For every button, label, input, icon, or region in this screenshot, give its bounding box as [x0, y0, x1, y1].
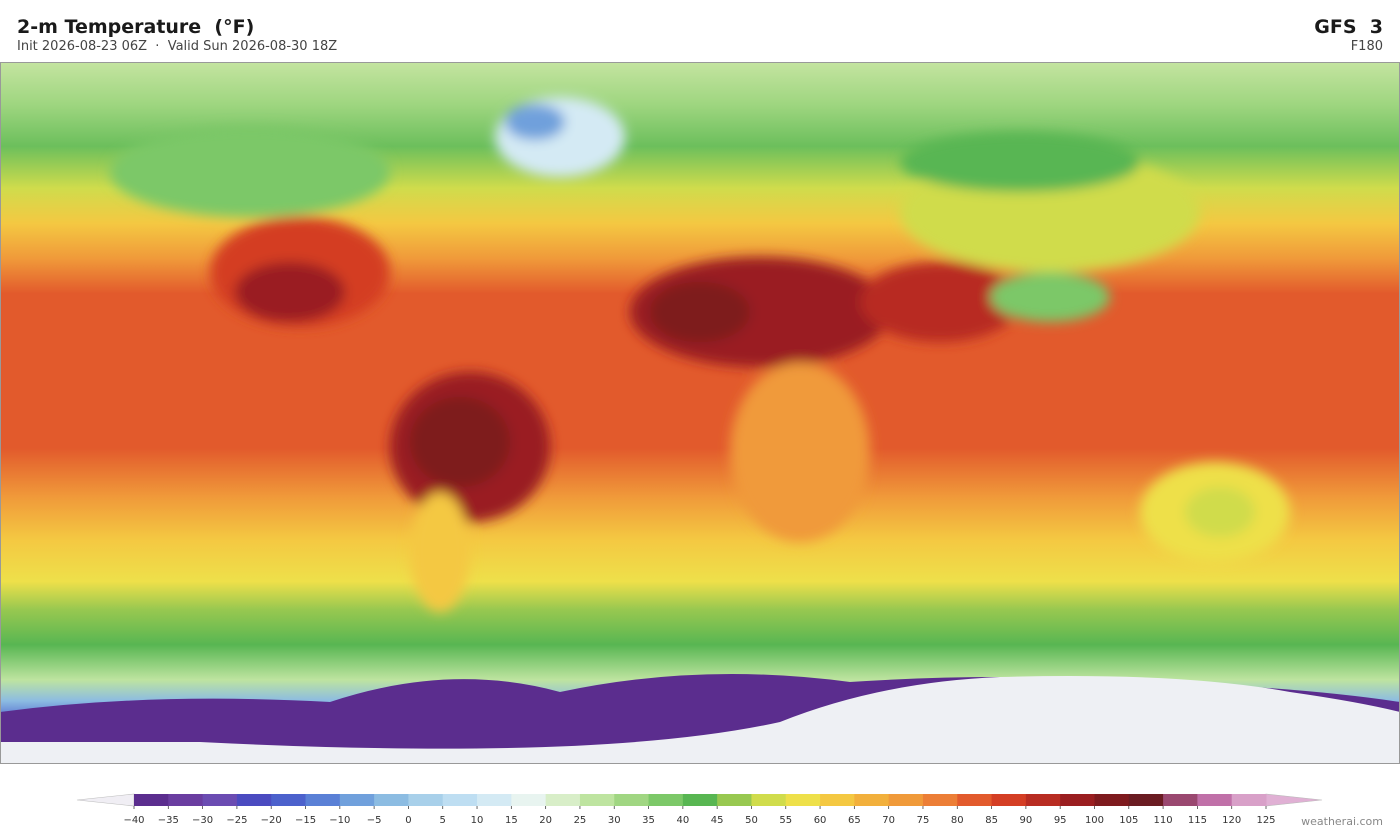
- colorbar-tick-label: −25: [226, 815, 247, 826]
- colorbar-tick-label: 120: [1222, 815, 1241, 826]
- credit: weatherai.com: [1301, 815, 1383, 828]
- colorbar-bin: [168, 794, 204, 806]
- model-name: GFS 3: [1314, 16, 1383, 38]
- colorbar-bin: [991, 794, 1027, 806]
- colorbar-bin: [442, 794, 478, 806]
- colorbar-tick-label: 50: [745, 815, 758, 826]
- colorbar-bin: [236, 794, 272, 806]
- colorbar-bin: [271, 794, 307, 806]
- colorbar-tick-label: 15: [505, 815, 518, 826]
- colorbar-tick-label: 25: [574, 815, 587, 826]
- colorbar-bin: [888, 794, 924, 806]
- colorbar-tick-label: 0: [405, 815, 411, 826]
- colorbar-bin: [854, 794, 890, 806]
- colorbar-bin: [820, 794, 855, 806]
- colorbar-bin: [511, 794, 547, 806]
- antarctica: [0, 676, 1400, 764]
- colorbar-tick-label: −20: [261, 815, 282, 826]
- colorbar-tick-label: 90: [1020, 815, 1033, 826]
- colorbar-bin: [682, 794, 718, 806]
- colorbar-bin: [134, 794, 169, 806]
- forecast-hour: F180: [1350, 39, 1383, 54]
- land-field: [110, 97, 1290, 612]
- colorbar-bin: [1163, 794, 1198, 806]
- colorbar-tick-label: −40: [123, 815, 144, 826]
- colorbar-over: [1265, 793, 1323, 807]
- subtitle: Init 2026-08-23 06Z · Valid Sun 2026-08-…: [17, 39, 338, 54]
- colorbar-tick-label: 80: [951, 815, 964, 826]
- colorbar-tick-label: 70: [882, 815, 895, 826]
- colorbar-tick-label: 10: [471, 815, 484, 826]
- colorbar-bin: [1197, 794, 1233, 806]
- colorbar-tick-label: −5: [367, 815, 382, 826]
- colorbar-bin: [785, 794, 821, 806]
- colorbar-tick-label: −15: [295, 815, 316, 826]
- colorbar-bin: [545, 794, 581, 806]
- colorbar-bin: [305, 794, 341, 806]
- colorbar: −40 −35 −30 −25 −20 −15 −10 −5 0 5 10 15 20 25 30 35 40 4…: [76, 793, 1323, 826]
- colorbar-bin: [751, 794, 787, 806]
- colorbar-tick-label: 40: [676, 815, 689, 826]
- colorbar-bin: [374, 794, 409, 806]
- title: 2-m Temperature (°F): [17, 16, 255, 38]
- colorbar-tick-label: 60: [814, 815, 827, 826]
- colorbar-tick-label: 35: [642, 815, 655, 826]
- colorbar-bin: [408, 794, 444, 806]
- colorbar-bin: [717, 794, 752, 806]
- colorbar-bin: [579, 794, 615, 806]
- colorbar-tick-label: 75: [917, 815, 930, 826]
- colorbar-tick-label: 105: [1119, 815, 1138, 826]
- temperature-map: [0, 62, 1400, 764]
- colorbar-tick-label: 95: [1054, 815, 1067, 826]
- colorbar-bin: [1231, 794, 1267, 806]
- colorbar-bin: [614, 794, 650, 806]
- colorbar-bin: [1060, 794, 1095, 806]
- colorbar-under: [76, 793, 135, 807]
- colorbar-bin: [922, 794, 958, 806]
- colorbar-tick-label: 100: [1085, 815, 1104, 826]
- colorbar-tick-label: 20: [539, 815, 552, 826]
- colorbar-tick-label: −10: [329, 815, 350, 826]
- colorbar-bin: [1025, 794, 1061, 806]
- colorbar-tick-label: 85: [985, 815, 998, 826]
- colorbar-bin: [1128, 794, 1164, 806]
- colorbar-tick-label: 55: [779, 815, 792, 826]
- colorbar-tick-label: 5: [440, 815, 446, 826]
- colorbar-tick-label: −35: [158, 815, 179, 826]
- colorbar-tick-label: 30: [608, 815, 621, 826]
- colorbar-bin: [339, 794, 375, 806]
- colorbar-bin: [1094, 794, 1130, 806]
- colorbar-bin: [957, 794, 993, 806]
- colorbar-tick-label: 115: [1188, 815, 1207, 826]
- colorbar-bin: [477, 794, 512, 806]
- colorbar-tick-label: 45: [711, 815, 724, 826]
- colorbar-tick-label: −30: [192, 815, 213, 826]
- colorbar-bin: [648, 794, 684, 806]
- colorbar-tick-label: 110: [1154, 815, 1173, 826]
- colorbar-tick-label: 125: [1256, 815, 1275, 826]
- colorbar-tick-label: 65: [848, 815, 861, 826]
- colorbar-bin: [202, 794, 238, 806]
